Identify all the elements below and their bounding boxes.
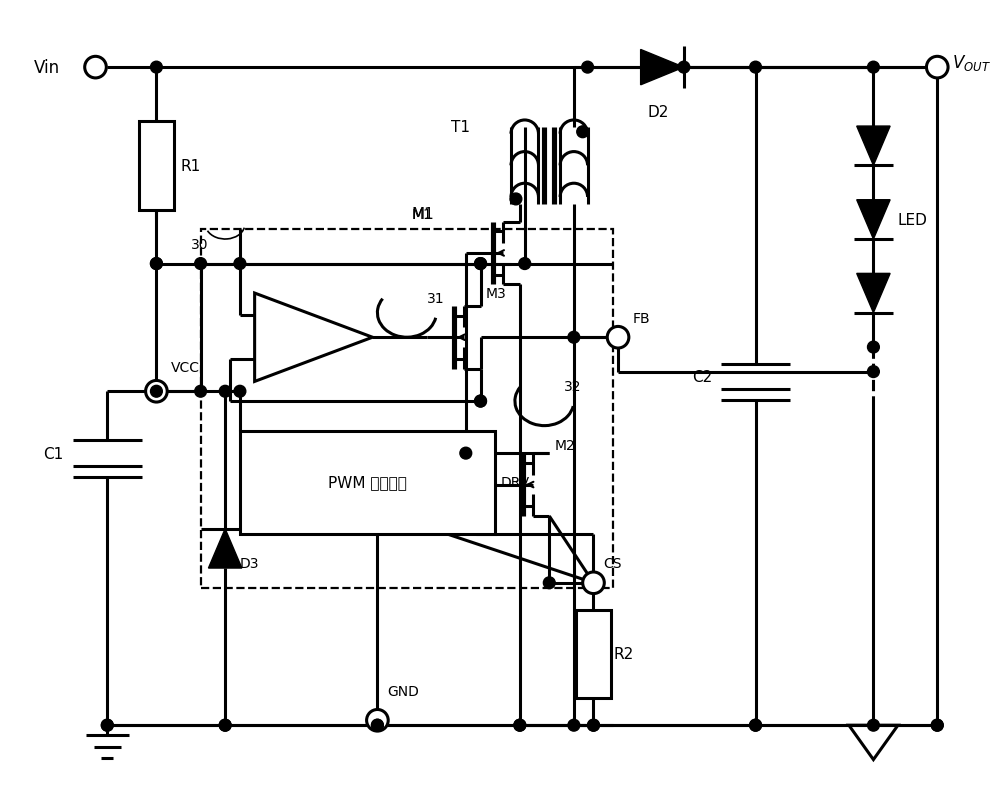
Polygon shape <box>255 294 372 382</box>
Circle shape <box>607 327 629 349</box>
Circle shape <box>234 259 246 270</box>
Text: D2: D2 <box>648 105 669 120</box>
Polygon shape <box>208 529 242 569</box>
Text: M1: M1 <box>412 207 435 222</box>
Text: -: - <box>279 351 285 369</box>
Circle shape <box>475 259 486 270</box>
Text: +: + <box>279 308 292 324</box>
Text: C1: C1 <box>43 446 64 461</box>
Text: D3: D3 <box>240 556 259 570</box>
Circle shape <box>868 367 879 378</box>
Circle shape <box>868 341 879 354</box>
Circle shape <box>101 719 113 732</box>
Circle shape <box>926 58 948 79</box>
Circle shape <box>588 719 599 732</box>
Circle shape <box>750 719 761 732</box>
Bar <box>240 431 495 534</box>
Text: LED: LED <box>898 212 928 228</box>
Circle shape <box>372 719 383 732</box>
Circle shape <box>931 719 943 732</box>
Text: $V_{OUT}$: $V_{OUT}$ <box>952 54 991 73</box>
Text: PWM 控制电路: PWM 控制电路 <box>328 475 407 490</box>
Circle shape <box>678 62 690 74</box>
Circle shape <box>514 719 526 732</box>
Text: M3: M3 <box>485 286 506 301</box>
Circle shape <box>460 448 472 460</box>
Circle shape <box>510 194 522 205</box>
Circle shape <box>219 719 231 732</box>
Text: DRV: DRV <box>500 475 529 490</box>
Text: M2: M2 <box>554 439 575 453</box>
Circle shape <box>151 62 162 74</box>
Text: Vin: Vin <box>34 59 60 77</box>
Text: C2: C2 <box>692 370 712 384</box>
Circle shape <box>582 62 593 74</box>
Circle shape <box>514 719 526 732</box>
Bar <box>201 230 613 588</box>
Circle shape <box>868 62 879 74</box>
Circle shape <box>577 127 589 139</box>
Bar <box>576 610 611 698</box>
Polygon shape <box>641 50 684 86</box>
Circle shape <box>151 259 162 270</box>
Circle shape <box>195 259 207 270</box>
Text: FB: FB <box>633 311 650 325</box>
Polygon shape <box>857 200 890 240</box>
Circle shape <box>219 386 231 397</box>
Circle shape <box>568 719 580 732</box>
Text: R1: R1 <box>181 159 201 174</box>
Circle shape <box>543 577 555 589</box>
Circle shape <box>519 259 531 270</box>
Polygon shape <box>857 127 890 166</box>
Circle shape <box>868 719 879 732</box>
Text: GND: GND <box>387 684 419 698</box>
Circle shape <box>195 386 207 397</box>
Text: 32: 32 <box>564 380 582 394</box>
Circle shape <box>583 573 604 594</box>
Circle shape <box>588 719 599 732</box>
Circle shape <box>151 259 162 270</box>
Circle shape <box>568 332 580 344</box>
Circle shape <box>146 381 167 402</box>
Circle shape <box>151 386 162 397</box>
Circle shape <box>750 62 761 74</box>
Circle shape <box>475 396 486 407</box>
Text: M1: M1 <box>412 208 433 221</box>
Text: T1: T1 <box>451 119 470 135</box>
Text: 31: 31 <box>427 292 444 306</box>
Circle shape <box>475 396 486 407</box>
Circle shape <box>101 719 113 732</box>
Text: CS: CS <box>603 556 622 570</box>
Polygon shape <box>857 274 890 313</box>
Text: 30: 30 <box>191 238 208 251</box>
Circle shape <box>372 719 383 732</box>
Circle shape <box>750 719 761 732</box>
Circle shape <box>85 58 106 79</box>
Circle shape <box>475 259 486 270</box>
Text: VCC: VCC <box>171 360 200 374</box>
Circle shape <box>219 719 231 732</box>
Text: R2: R2 <box>613 646 633 662</box>
Bar <box>139 122 174 210</box>
Circle shape <box>234 386 246 397</box>
Circle shape <box>931 719 943 732</box>
Circle shape <box>367 710 388 732</box>
